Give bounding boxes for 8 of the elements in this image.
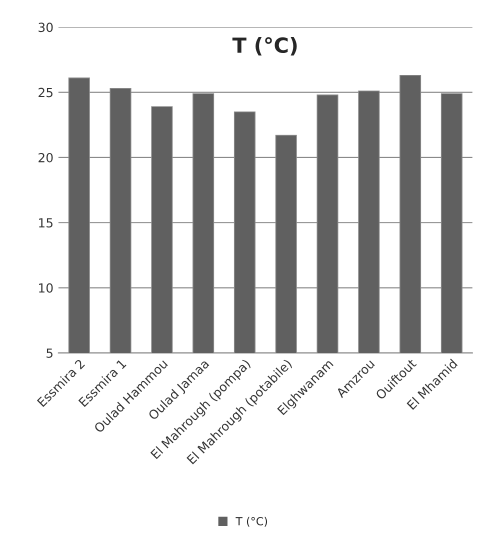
- y-tick-label: 10: [39, 283, 53, 293]
- y-tick-label: 25: [38, 88, 52, 98]
- chart-title: T (°C): [232, 36, 297, 56]
- y-tick-label: 5: [46, 348, 52, 358]
- legend-label: T (°C): [236, 516, 268, 527]
- y-tick-label: 15: [39, 218, 52, 228]
- y-tick-label: 20: [38, 152, 53, 162]
- y-tick-label: 30: [38, 22, 53, 32]
